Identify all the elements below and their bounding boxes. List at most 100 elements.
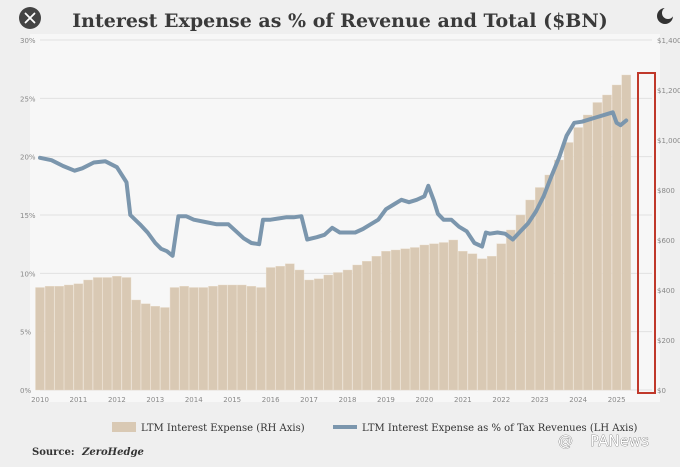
right-tick-label: $800 bbox=[657, 187, 675, 195]
bar bbox=[390, 249, 401, 391]
bar bbox=[486, 256, 497, 391]
x-tick-label: 2012 bbox=[108, 396, 126, 404]
bar bbox=[83, 279, 93, 391]
legend: LTM Interest Expense (RH Axis) LTM Inter… bbox=[112, 422, 637, 434]
left-tick-label: 0% bbox=[20, 387, 31, 395]
right-tick-label: $200 bbox=[657, 337, 675, 345]
bar bbox=[179, 286, 189, 391]
bar bbox=[515, 214, 526, 391]
x-tick-label: 2025 bbox=[608, 396, 626, 404]
bar bbox=[304, 279, 314, 391]
moon-icon bbox=[657, 7, 674, 24]
x-tick-label: 2017 bbox=[300, 396, 318, 404]
right-tick-label: $1,400 bbox=[657, 37, 680, 45]
watermark: @ PANews bbox=[558, 432, 650, 451]
right-tick-label: $400 bbox=[657, 287, 675, 295]
bar bbox=[410, 247, 420, 391]
bar bbox=[131, 299, 141, 391]
bar bbox=[477, 258, 487, 391]
bar bbox=[150, 306, 161, 391]
x-axis: 2010 2011 2012 2013 2014 2015 2016 2017 2018 2019… bbox=[31, 396, 625, 404]
watermark-at: @ bbox=[558, 432, 573, 450]
highlight-box bbox=[637, 72, 656, 394]
bar bbox=[419, 244, 430, 391]
x-tick-label: 2014 bbox=[185, 396, 203, 404]
bar bbox=[256, 287, 266, 391]
bar bbox=[544, 174, 555, 391]
bar bbox=[342, 269, 353, 391]
bar bbox=[217, 284, 228, 391]
legend-bar-swatch bbox=[112, 422, 136, 432]
bar bbox=[352, 264, 362, 391]
bar bbox=[362, 261, 372, 391]
left-axis: 0% 5% 10% 15% 20% 25% 30% bbox=[20, 37, 36, 395]
left-tick-label: 10% bbox=[20, 270, 36, 278]
x-tick-label: 2019 bbox=[377, 396, 395, 404]
x-tick-label: 2021 bbox=[454, 396, 472, 404]
bar bbox=[265, 267, 276, 391]
bar bbox=[64, 284, 74, 391]
bar bbox=[313, 278, 324, 391]
line-series bbox=[38, 110, 629, 258]
bar bbox=[73, 283, 84, 391]
source-note: Source: ZeroHedge bbox=[32, 447, 144, 458]
bar bbox=[189, 287, 199, 391]
left-tick-label: 25% bbox=[20, 95, 36, 103]
bar bbox=[102, 277, 112, 391]
bar bbox=[285, 263, 295, 391]
bar bbox=[535, 187, 545, 391]
bar bbox=[92, 277, 103, 391]
bar bbox=[112, 276, 122, 391]
bar bbox=[506, 229, 516, 391]
legend-bar-label: LTM Interest Expense (RH Axis) bbox=[141, 423, 305, 434]
bar bbox=[583, 114, 593, 391]
watermark-text: PANews bbox=[590, 432, 649, 450]
bar bbox=[275, 266, 285, 391]
bar bbox=[448, 239, 458, 391]
bar bbox=[246, 286, 257, 391]
right-tick-label: $600 bbox=[657, 237, 675, 245]
bar bbox=[554, 159, 564, 391]
x-tick-label: 2020 bbox=[416, 396, 434, 404]
chart-title: Interest Expense as % of Revenue and Tot… bbox=[72, 10, 607, 32]
bar bbox=[323, 274, 334, 391]
left-tick-label: 20% bbox=[20, 154, 36, 162]
right-axis: $0 $200 $400 $600 $800 $1,000 $1,200 $1,400 bbox=[657, 37, 680, 395]
bar bbox=[458, 251, 468, 391]
bar bbox=[525, 199, 535, 391]
close-button[interactable] bbox=[19, 7, 41, 29]
bar bbox=[333, 272, 343, 391]
right-tick-label: $1,000 bbox=[657, 137, 680, 145]
x-tick-label: 2018 bbox=[339, 396, 357, 404]
bar bbox=[563, 142, 574, 391]
bar bbox=[429, 243, 439, 391]
right-tick-label: $0 bbox=[657, 387, 666, 395]
bar bbox=[44, 286, 55, 391]
bar bbox=[573, 127, 583, 391]
x-tick-label: 2023 bbox=[531, 396, 549, 404]
source-prefix: Source: bbox=[32, 447, 75, 458]
bar bbox=[611, 84, 622, 391]
x-tick-label: 2024 bbox=[569, 396, 587, 404]
bar bbox=[496, 243, 507, 391]
bar bbox=[160, 307, 170, 391]
x-tick-label: 2013 bbox=[146, 396, 164, 404]
bar bbox=[121, 277, 132, 391]
bar bbox=[54, 286, 64, 391]
bar bbox=[227, 284, 237, 391]
x-tick-label: 2022 bbox=[492, 396, 510, 404]
bar bbox=[294, 269, 305, 391]
left-tick-label: 15% bbox=[20, 212, 36, 220]
x-tick-label: 2016 bbox=[262, 396, 280, 404]
legend-line-label: LTM Interest Expense as % of Tax Revenue… bbox=[362, 423, 637, 434]
x-tick-label: 2011 bbox=[70, 396, 88, 404]
bar bbox=[371, 256, 382, 391]
bar bbox=[141, 303, 151, 391]
source-name: ZeroHedge bbox=[81, 447, 144, 458]
bar bbox=[198, 287, 209, 391]
left-tick-label: 5% bbox=[20, 329, 31, 337]
right-tick-label: $1,200 bbox=[657, 87, 680, 95]
bar bbox=[400, 248, 410, 391]
bar bbox=[592, 102, 603, 391]
left-tick-label: 30% bbox=[20, 37, 36, 45]
